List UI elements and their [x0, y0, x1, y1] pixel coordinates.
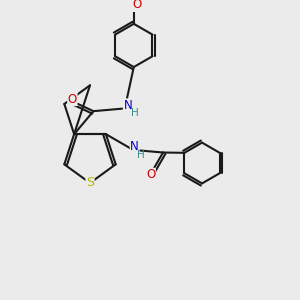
Text: H: H: [131, 108, 139, 118]
Text: N: N: [130, 140, 139, 153]
Text: H: H: [137, 150, 145, 160]
Text: O: O: [146, 168, 155, 181]
Text: O: O: [132, 0, 141, 11]
Text: S: S: [86, 176, 94, 190]
Text: O: O: [68, 92, 77, 106]
Text: N: N: [123, 99, 132, 112]
